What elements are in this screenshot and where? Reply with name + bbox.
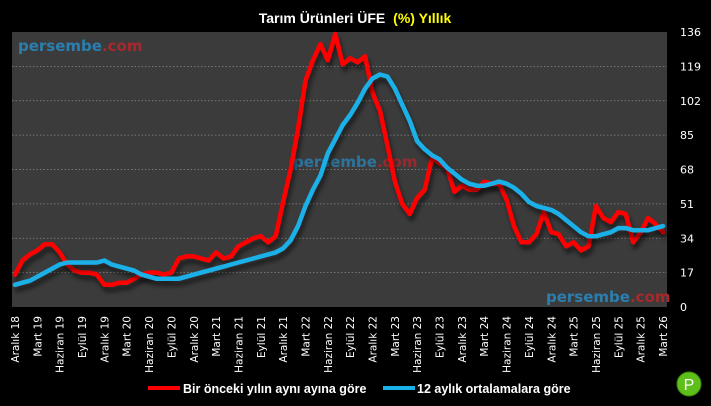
x-tick-label: Aralık 18 bbox=[10, 316, 22, 363]
logo-circle bbox=[676, 371, 702, 397]
x-tick-label: Aralık 22 bbox=[368, 316, 380, 363]
x-tick-label: Haziran 20 bbox=[144, 316, 156, 373]
legend-label-blue: 12 aylık ortalamalara göre bbox=[417, 382, 571, 396]
y-axis-ticks: 0 17 34 51 68 85 102 119 136 bbox=[680, 26, 701, 314]
x-tick-label: Mart 20 bbox=[122, 316, 134, 357]
chart-title-main: Tarım Ürünleri ÜFE bbox=[259, 10, 386, 26]
y-tick-label: 119 bbox=[680, 60, 701, 73]
x-tick-label: Eylül 25 bbox=[613, 316, 625, 358]
x-tick-label: Mart 22 bbox=[301, 316, 313, 357]
series-line-12-month-average bbox=[12, 72, 666, 288]
x-tick-label: Mart 19 bbox=[32, 316, 44, 357]
chart-title: Tarım Ürünleri ÜFE (%) Yıllık bbox=[259, 10, 452, 26]
y-tick-label: 51 bbox=[680, 198, 694, 211]
x-tick-label: Mart 26 bbox=[658, 316, 670, 357]
watermark-top-left: persembe.com bbox=[18, 37, 142, 55]
x-tick-label: Aralık 24 bbox=[546, 316, 558, 363]
legend: Bir önceki yılın aynı ayına göre 12 aylı… bbox=[148, 382, 571, 396]
x-tick-label: Haziran 23 bbox=[412, 316, 424, 373]
logo: P bbox=[676, 371, 702, 397]
series-lines bbox=[12, 31, 666, 288]
x-tick-label: Eylül 20 bbox=[166, 316, 178, 358]
x-tick-label: Haziran 21 bbox=[233, 316, 245, 373]
x-tick-label: Eylül 19 bbox=[77, 316, 89, 358]
x-tick-label: Aralık 21 bbox=[278, 316, 290, 363]
watermark-center: persembe.com bbox=[293, 153, 417, 171]
legend-label-red: Bir önceki yılın aynı ayına göre bbox=[183, 382, 366, 396]
chart-title-highlight: (%) Yıllık bbox=[393, 10, 451, 26]
logo-letter: P bbox=[684, 377, 695, 394]
y-tick-label: 136 bbox=[680, 26, 701, 39]
x-tick-label: Aralık 19 bbox=[99, 316, 111, 363]
x-axis-ticks: Aralık 18 Mart 19 Haziran 19 Eylül 19 Aralık… bbox=[10, 316, 670, 373]
y-tick-label: 68 bbox=[680, 164, 694, 177]
x-tick-label: Haziran 24 bbox=[502, 316, 514, 373]
x-tick-label: Aralık 23 bbox=[457, 316, 469, 363]
gridlines bbox=[12, 66, 667, 273]
y-tick-label: 102 bbox=[680, 95, 701, 108]
watermark-bottom-right: persembe.com bbox=[546, 288, 670, 306]
x-tick-label: Mart 24 bbox=[479, 316, 491, 357]
x-tick-label: Haziran 22 bbox=[323, 316, 335, 373]
x-tick-label: Eylül 24 bbox=[524, 316, 536, 358]
x-tick-label: Eylül 21 bbox=[256, 316, 268, 358]
series-line-yearly-change bbox=[12, 31, 666, 288]
x-tick-label: Aralık 25 bbox=[636, 316, 648, 363]
y-tick-label: 34 bbox=[680, 232, 694, 245]
y-tick-label: 85 bbox=[680, 129, 694, 142]
x-tick-label: Mart 25 bbox=[569, 316, 581, 357]
x-tick-label: Eylül 22 bbox=[345, 316, 357, 358]
x-tick-label: Mart 21 bbox=[211, 316, 223, 357]
y-tick-label: 0 bbox=[680, 301, 687, 314]
x-tick-label: Haziran 25 bbox=[591, 316, 603, 373]
y-tick-label: 17 bbox=[680, 267, 694, 280]
x-tick-label: Haziran 19 bbox=[55, 316, 67, 373]
x-tick-label: Eylül 23 bbox=[435, 316, 447, 358]
x-tick-label: Aralık 20 bbox=[189, 316, 201, 363]
x-tick-label: Mart 23 bbox=[390, 316, 402, 357]
